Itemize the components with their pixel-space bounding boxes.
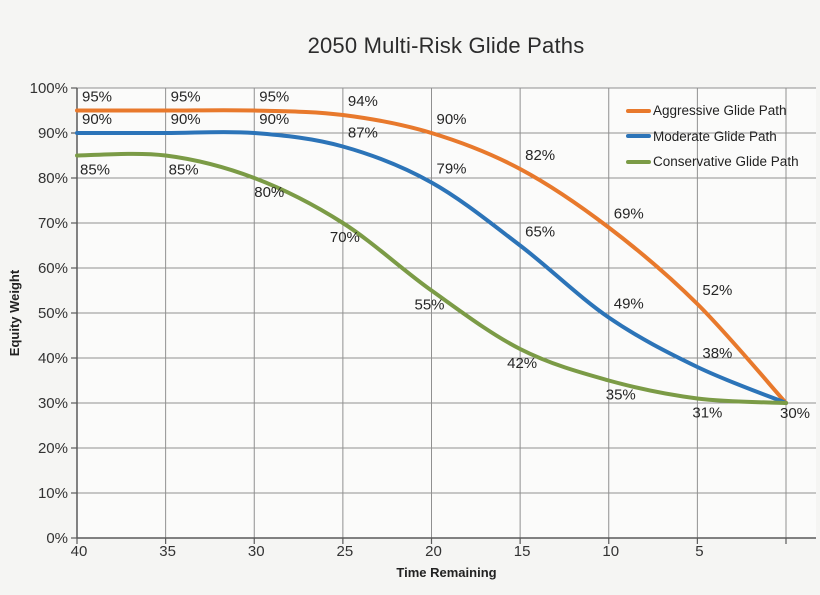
y-tick-label: 0%	[46, 530, 68, 547]
data-label: 38%	[702, 345, 732, 362]
data-label: 90%	[436, 111, 466, 128]
y-tick-label: 50%	[38, 305, 68, 322]
data-label: 90%	[259, 111, 289, 128]
data-label: 65%	[525, 224, 555, 241]
series-line-aggressive	[75, 108, 788, 405]
y-tick-label: 70%	[38, 215, 68, 232]
series-line-moderate	[75, 130, 788, 405]
data-label: 31%	[692, 405, 722, 422]
y-tick-label: 80%	[38, 170, 68, 187]
legend-item-moderate: Moderate Glide Path	[626, 128, 799, 145]
y-tick-label: 10%	[38, 485, 68, 502]
x-tick-label: 5	[695, 543, 703, 560]
series-line-conservative	[75, 151, 788, 405]
x-tick-label: 10	[602, 543, 619, 560]
x-tick-label: 20	[425, 543, 442, 560]
legend-marker-conservative-icon	[626, 159, 651, 164]
data-label: 90%	[171, 111, 201, 128]
legend-item-conservative: Conservative Glide Path	[626, 153, 799, 170]
data-label: 70%	[330, 229, 360, 246]
y-tick-label: 100%	[30, 80, 68, 97]
y-tick-label: 30%	[38, 395, 68, 412]
chart-title: 2050 Multi-Risk Glide Paths	[307, 33, 585, 58]
data-label: 95%	[82, 89, 112, 106]
legend: Aggressive Glide Path Moderate Glide Pat…	[626, 102, 799, 179]
legend-label-conservative: Conservative Glide Path	[653, 154, 799, 169]
data-label: 49%	[614, 296, 644, 313]
legend-item-aggressive: Aggressive Glide Path	[626, 102, 799, 119]
data-label: 95%	[171, 89, 201, 106]
legend-label-aggressive: Aggressive Glide Path	[653, 103, 787, 118]
x-axis-title: Time Remaining	[396, 565, 497, 580]
data-label: 52%	[702, 282, 732, 299]
y-tick-label: 90%	[38, 125, 68, 142]
legend-marker-aggressive-icon	[626, 108, 651, 113]
data-label: 69%	[614, 206, 644, 223]
legend-marker-moderate-icon	[626, 134, 651, 138]
data-label: 90%	[82, 111, 112, 128]
y-axis-title: Equity Weight	[7, 269, 22, 357]
y-tick-label: 60%	[38, 260, 68, 277]
x-tick-label: 30	[248, 543, 265, 560]
x-tick-label: 15	[514, 543, 531, 560]
data-label: 30%	[780, 405, 810, 422]
data-label: 80%	[254, 184, 284, 201]
data-label: 79%	[436, 161, 466, 178]
data-label: 85%	[80, 162, 110, 179]
x-tick-label: 25	[337, 543, 354, 560]
x-tick-label: 40	[71, 543, 88, 560]
y-tick-label: 40%	[38, 350, 68, 367]
data-label: 87%	[348, 125, 378, 142]
x-tick-label: 35	[159, 543, 176, 560]
data-label: 94%	[348, 93, 378, 110]
data-label: 95%	[259, 89, 289, 106]
data-label: 85%	[169, 162, 199, 179]
data-label: 35%	[606, 387, 636, 404]
legend-label-moderate: Moderate Glide Path	[653, 128, 777, 144]
data-label: 42%	[507, 355, 537, 372]
data-label: 55%	[414, 297, 444, 314]
data-label: 82%	[525, 147, 555, 164]
y-tick-label: 20%	[38, 440, 68, 457]
